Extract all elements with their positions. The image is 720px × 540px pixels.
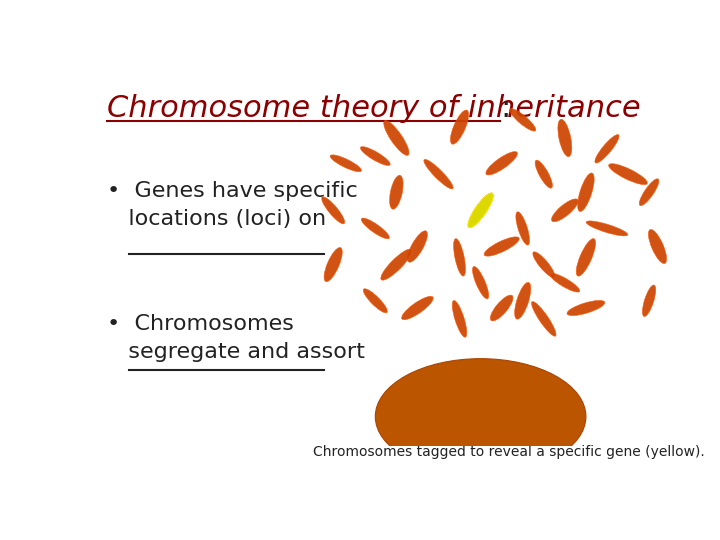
Ellipse shape [381, 249, 412, 280]
Ellipse shape [361, 218, 390, 239]
Ellipse shape [375, 359, 586, 475]
Ellipse shape [364, 289, 387, 313]
Ellipse shape [558, 119, 572, 157]
Ellipse shape [486, 152, 518, 175]
Ellipse shape [424, 159, 453, 189]
Ellipse shape [576, 239, 595, 276]
Ellipse shape [452, 300, 467, 338]
Ellipse shape [533, 252, 554, 278]
Ellipse shape [454, 239, 466, 276]
Ellipse shape [642, 285, 656, 316]
Ellipse shape [567, 300, 605, 315]
Ellipse shape [324, 247, 342, 282]
Ellipse shape [322, 197, 345, 224]
Ellipse shape [402, 296, 433, 320]
Ellipse shape [586, 221, 628, 236]
Ellipse shape [608, 164, 647, 185]
Text: :: : [500, 94, 510, 123]
Ellipse shape [472, 266, 489, 299]
Ellipse shape [595, 134, 619, 163]
Ellipse shape [516, 212, 530, 245]
Ellipse shape [408, 231, 428, 262]
Text: •  Chromosomes
   segregate and assort: • Chromosomes segregate and assort [107, 314, 364, 362]
Ellipse shape [490, 295, 513, 321]
Ellipse shape [577, 173, 594, 212]
Text: Chromosomes tagged to reveal a specific gene (yellow).: Chromosomes tagged to reveal a specific … [313, 446, 705, 459]
Ellipse shape [552, 199, 578, 222]
Ellipse shape [649, 230, 667, 264]
Text: Chromosome theory of inheritance: Chromosome theory of inheritance [107, 94, 640, 123]
Ellipse shape [639, 179, 659, 206]
Ellipse shape [468, 193, 493, 228]
Text: •  Genes have specific
   locations (loci) on: • Genes have specific locations (loci) o… [107, 181, 358, 229]
Ellipse shape [484, 237, 519, 256]
Ellipse shape [384, 120, 409, 156]
Ellipse shape [535, 160, 552, 188]
Ellipse shape [451, 110, 469, 144]
Ellipse shape [510, 109, 536, 131]
Ellipse shape [330, 155, 361, 172]
Ellipse shape [550, 273, 580, 292]
Ellipse shape [468, 193, 493, 228]
Ellipse shape [515, 282, 531, 319]
Ellipse shape [361, 147, 390, 165]
Ellipse shape [390, 176, 403, 209]
Ellipse shape [531, 301, 556, 336]
